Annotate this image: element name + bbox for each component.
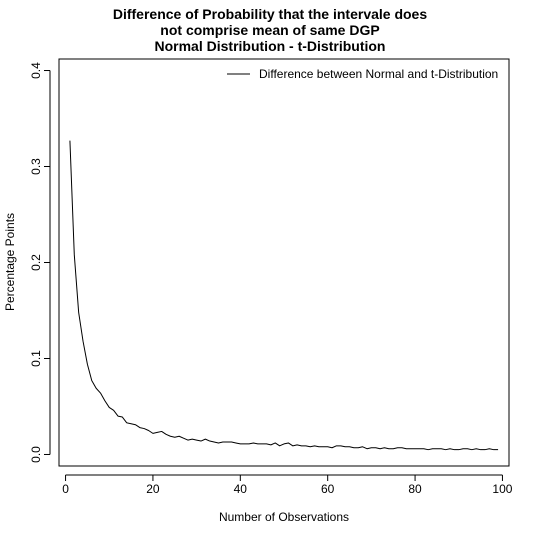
x-axis-label: Number of Observations <box>219 510 349 524</box>
chart-title-line-2: not comprise mean of same DGP <box>160 22 380 38</box>
x-tick-label: 100 <box>492 482 512 496</box>
y-tick-label: 0.2 <box>29 254 43 271</box>
x-tick-label: 40 <box>234 482 248 496</box>
y-tick-label: 0.4 <box>29 62 43 79</box>
y-axis-label: Percentage Points <box>3 213 17 311</box>
chart-title-line-3: Normal Distribution - t-Distribution <box>154 38 386 54</box>
x-tick-label: 20 <box>146 482 160 496</box>
y-tick-label: 0.1 <box>29 350 43 367</box>
x-axis: 0 20 40 60 80 100 <box>62 474 513 496</box>
legend-label: Difference between Normal and t-Distribu… <box>259 67 498 81</box>
plot-frame <box>58 58 510 467</box>
x-tick-label: 60 <box>321 482 335 496</box>
series-line <box>69 140 499 451</box>
x-tick-label: 0 <box>62 482 69 496</box>
x-tick-label: 80 <box>408 482 422 496</box>
y-axis: 0.0 0.1 0.2 0.3 0.4 <box>29 62 51 463</box>
chart-title-line-1: Difference of Probability that the inter… <box>112 6 428 22</box>
legend: Difference between Normal and t-Distribu… <box>227 67 498 81</box>
chart-title: Difference of Probability that the inter… <box>0 6 540 54</box>
series-layer <box>69 140 499 451</box>
y-tick-label: 0.3 <box>29 158 43 175</box>
y-tick-label: 0.0 <box>29 446 43 463</box>
